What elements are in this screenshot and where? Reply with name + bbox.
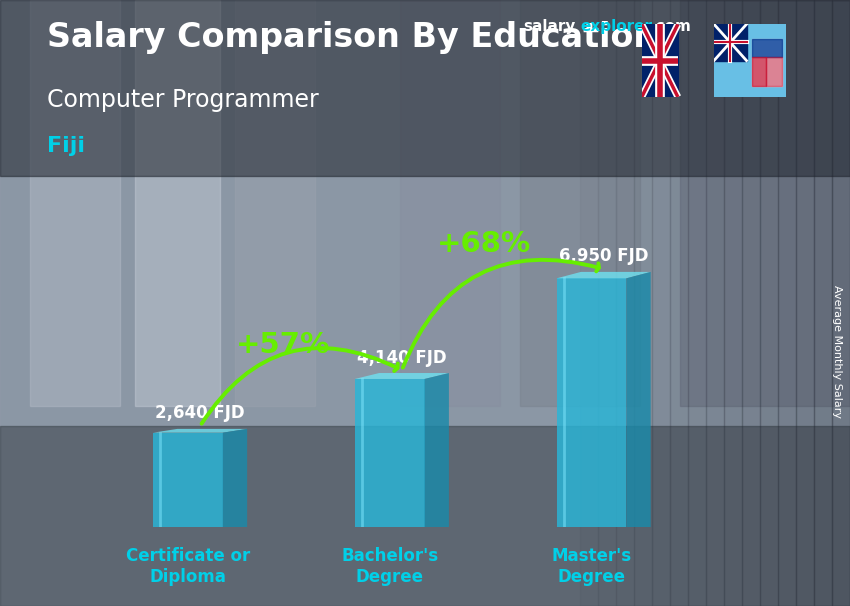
Bar xyxy=(742,0,760,606)
Bar xyxy=(616,0,634,606)
Bar xyxy=(0,426,850,606)
Text: Fiji: Fiji xyxy=(47,136,85,156)
Polygon shape xyxy=(424,373,449,527)
Bar xyxy=(642,24,677,97)
Bar xyxy=(751,39,782,57)
Bar xyxy=(400,0,500,406)
Bar xyxy=(0,0,850,176)
Bar xyxy=(724,0,742,606)
Bar xyxy=(706,0,724,606)
Bar xyxy=(135,0,220,406)
Polygon shape xyxy=(354,379,424,527)
Bar xyxy=(680,0,850,406)
Text: 4,140 FJD: 4,140 FJD xyxy=(357,348,446,367)
Bar xyxy=(688,0,706,606)
Bar xyxy=(598,0,616,606)
Polygon shape xyxy=(153,429,247,433)
Text: salary: salary xyxy=(523,19,575,35)
Bar xyxy=(652,0,670,606)
Text: 2,640 FJD: 2,640 FJD xyxy=(156,404,245,422)
Bar xyxy=(235,0,315,406)
Bar xyxy=(751,57,766,86)
Bar xyxy=(580,0,598,606)
Text: +68%: +68% xyxy=(438,230,531,258)
Bar xyxy=(760,0,778,606)
Text: .com: .com xyxy=(650,19,691,35)
Polygon shape xyxy=(223,429,247,527)
Text: Bachelor's
Degree: Bachelor's Degree xyxy=(341,547,439,586)
Text: explorer: explorer xyxy=(581,19,653,35)
Bar xyxy=(714,24,746,61)
Bar xyxy=(520,0,640,406)
Bar xyxy=(634,0,652,606)
Text: Average Monthly Salary: Average Monthly Salary xyxy=(832,285,842,418)
Bar xyxy=(766,57,782,86)
Polygon shape xyxy=(626,272,650,527)
Bar xyxy=(778,0,796,606)
Text: Certificate or
Diploma: Certificate or Diploma xyxy=(126,547,250,586)
Text: Computer Programmer: Computer Programmer xyxy=(47,88,319,112)
Bar xyxy=(814,0,832,606)
Bar xyxy=(832,0,850,606)
Bar xyxy=(751,39,782,86)
Text: Master's
Degree: Master's Degree xyxy=(552,547,632,586)
Text: 6,950 FJD: 6,950 FJD xyxy=(558,247,649,265)
Text: Salary Comparison By Education: Salary Comparison By Education xyxy=(47,21,657,54)
Polygon shape xyxy=(354,373,449,379)
Polygon shape xyxy=(153,433,223,527)
Bar xyxy=(670,0,688,606)
Bar xyxy=(796,0,814,606)
Polygon shape xyxy=(557,278,626,527)
Bar xyxy=(30,0,120,406)
Polygon shape xyxy=(557,272,650,278)
Text: +57%: +57% xyxy=(235,331,330,359)
